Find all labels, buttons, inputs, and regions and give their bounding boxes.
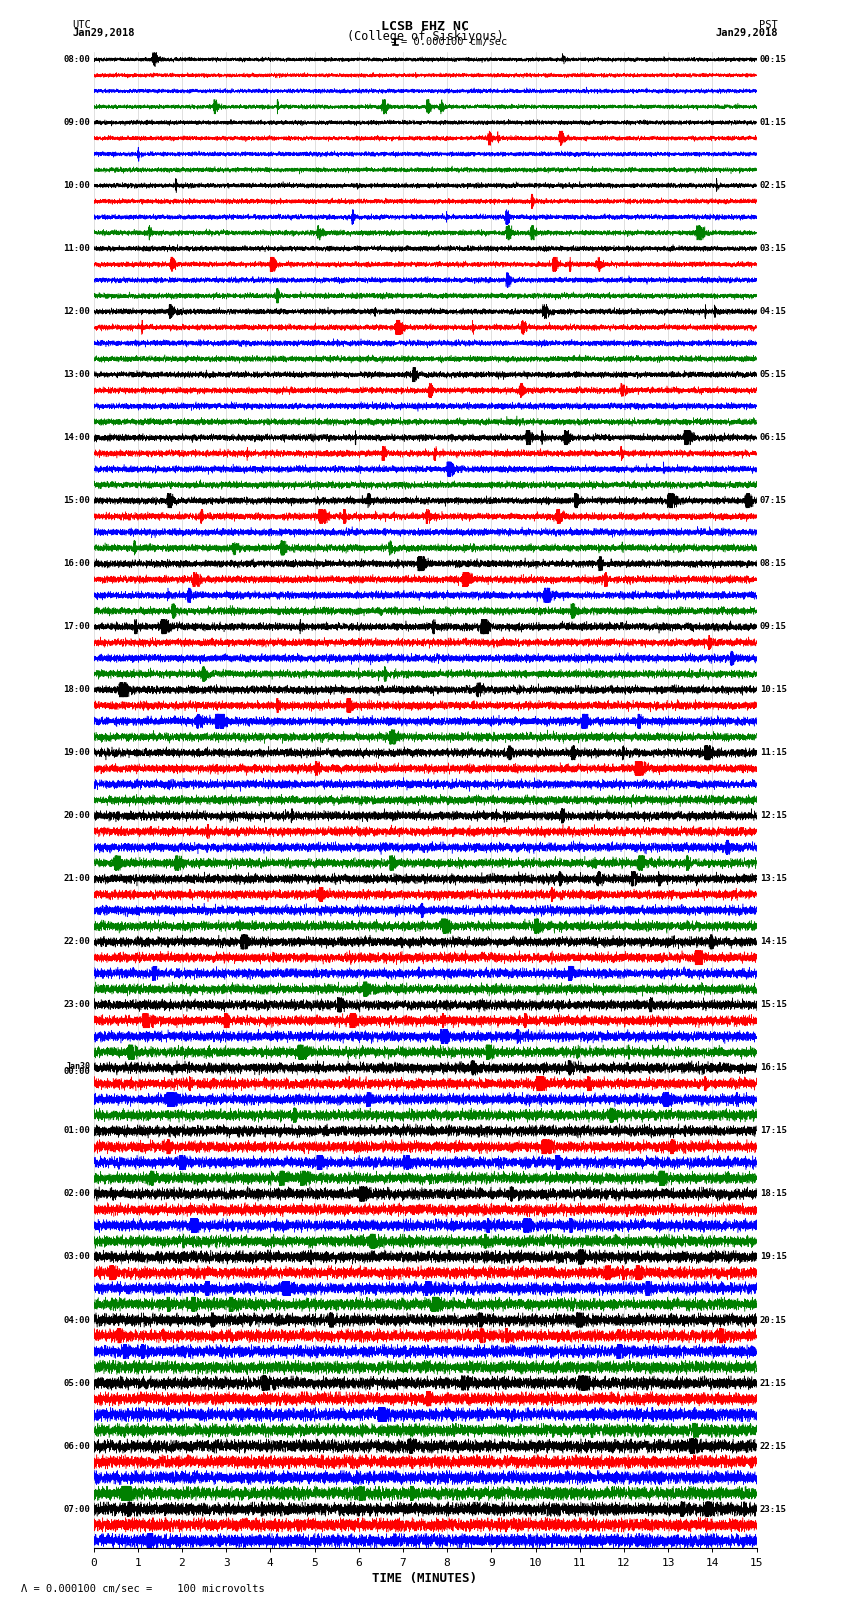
Text: 19:15: 19:15 xyxy=(760,1252,787,1261)
Text: 17:15: 17:15 xyxy=(760,1126,787,1136)
Text: 08:00: 08:00 xyxy=(63,55,90,65)
Text: 09:00: 09:00 xyxy=(63,118,90,127)
Text: UTC: UTC xyxy=(72,19,91,31)
Text: 14:00: 14:00 xyxy=(63,434,90,442)
Text: 12:15: 12:15 xyxy=(760,811,787,821)
Text: 00:15: 00:15 xyxy=(760,55,787,65)
Text: 00:00: 00:00 xyxy=(63,1068,90,1076)
Text: 22:00: 22:00 xyxy=(63,937,90,947)
Text: LCSB EHZ NC: LCSB EHZ NC xyxy=(381,19,469,34)
Text: 04:00: 04:00 xyxy=(63,1316,90,1324)
Text: 23:15: 23:15 xyxy=(760,1505,787,1513)
Text: 01:15: 01:15 xyxy=(760,118,787,127)
Text: 03:00: 03:00 xyxy=(63,1252,90,1261)
Text: 21:15: 21:15 xyxy=(760,1379,787,1387)
Text: 16:15: 16:15 xyxy=(760,1063,787,1073)
Text: = 0.000100 cm/sec: = 0.000100 cm/sec xyxy=(401,37,507,47)
Text: 11:15: 11:15 xyxy=(760,748,787,756)
Text: 06:15: 06:15 xyxy=(760,434,787,442)
Text: 06:00: 06:00 xyxy=(63,1442,90,1450)
Text: 15:00: 15:00 xyxy=(63,497,90,505)
Text: 09:15: 09:15 xyxy=(760,623,787,631)
Text: 20:00: 20:00 xyxy=(63,811,90,821)
Text: 16:00: 16:00 xyxy=(63,560,90,568)
Text: 13:15: 13:15 xyxy=(760,874,787,884)
Text: PST: PST xyxy=(759,19,778,31)
Text: 05:15: 05:15 xyxy=(760,369,787,379)
Text: 20:15: 20:15 xyxy=(760,1316,787,1324)
Text: 19:00: 19:00 xyxy=(63,748,90,756)
Text: 22:15: 22:15 xyxy=(760,1442,787,1450)
Text: 13:00: 13:00 xyxy=(63,369,90,379)
Text: 10:00: 10:00 xyxy=(63,181,90,190)
Text: 05:00: 05:00 xyxy=(63,1379,90,1387)
Text: 11:00: 11:00 xyxy=(63,244,90,253)
Text: Jan29,2018: Jan29,2018 xyxy=(715,29,778,39)
Text: 15:15: 15:15 xyxy=(760,1000,787,1010)
Text: Jan30: Jan30 xyxy=(65,1061,90,1071)
Text: 04:15: 04:15 xyxy=(760,306,787,316)
Text: 07:15: 07:15 xyxy=(760,497,787,505)
Text: 03:15: 03:15 xyxy=(760,244,787,253)
Text: 07:00: 07:00 xyxy=(63,1505,90,1513)
Text: Λ = 0.000100 cm/sec =    100 microvolts: Λ = 0.000100 cm/sec = 100 microvolts xyxy=(21,1584,265,1594)
Text: 17:00: 17:00 xyxy=(63,623,90,631)
Text: 14:15: 14:15 xyxy=(760,937,787,947)
X-axis label: TIME (MINUTES): TIME (MINUTES) xyxy=(372,1571,478,1584)
Text: 21:00: 21:00 xyxy=(63,874,90,884)
Text: 02:00: 02:00 xyxy=(63,1189,90,1198)
Text: 18:00: 18:00 xyxy=(63,686,90,694)
Text: 10:15: 10:15 xyxy=(760,686,787,694)
Text: 01:00: 01:00 xyxy=(63,1126,90,1136)
Text: 23:00: 23:00 xyxy=(63,1000,90,1010)
Text: 12:00: 12:00 xyxy=(63,306,90,316)
Text: 08:15: 08:15 xyxy=(760,560,787,568)
Text: (College of Siskiyous): (College of Siskiyous) xyxy=(347,31,503,44)
Text: 18:15: 18:15 xyxy=(760,1189,787,1198)
Text: 02:15: 02:15 xyxy=(760,181,787,190)
Text: Jan29,2018: Jan29,2018 xyxy=(72,29,135,39)
